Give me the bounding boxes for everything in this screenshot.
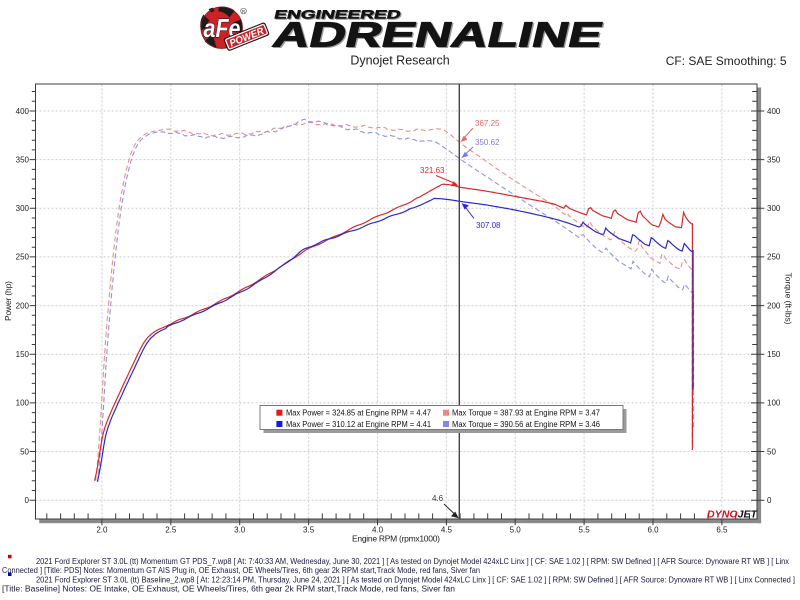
svg-text:350.62: 350.62 <box>475 138 500 147</box>
svg-text:ENGINEERED: ENGINEERED <box>274 9 404 22</box>
svg-text:50: 50 <box>20 447 29 456</box>
svg-text:4.6: 4.6 <box>432 494 444 503</box>
svg-text:2021 Ford Explorer ST 3.0L (tt: 2021 Ford Explorer ST 3.0L (tt) Momentum… <box>36 557 789 566</box>
svg-text:2021 Ford Explorer ST 3.0L (tt: 2021 Ford Explorer ST 3.0L (tt) Baseline… <box>36 576 795 585</box>
svg-text:0: 0 <box>767 496 772 505</box>
svg-text:3.0: 3.0 <box>234 526 246 535</box>
svg-text:CF: SAE Smoothing: 5: CF: SAE Smoothing: 5 <box>666 54 787 68</box>
svg-text:100: 100 <box>16 399 30 408</box>
svg-text:150: 150 <box>767 350 781 359</box>
svg-text:Max Torque = 387.93 at Engine: Max Torque = 387.93 at Engine RPM = 3.47 <box>452 409 601 418</box>
svg-text:Torque (ft-lbs): Torque (ft-lbs) <box>784 273 794 325</box>
svg-text:ADRENALINE: ADRENALINE <box>269 14 607 54</box>
svg-text:250: 250 <box>767 253 781 262</box>
svg-text:150: 150 <box>16 350 30 359</box>
svg-text:4.0: 4.0 <box>372 526 384 535</box>
svg-text:5.5: 5.5 <box>579 526 591 535</box>
svg-text:6.5: 6.5 <box>716 526 728 535</box>
svg-text:321.63: 321.63 <box>420 166 445 175</box>
svg-text:250: 250 <box>16 253 30 262</box>
svg-text:2.0: 2.0 <box>96 526 108 535</box>
svg-text:3.5: 3.5 <box>303 526 315 535</box>
svg-text:Max Torque = 390.56 at Engine: Max Torque = 390.56 at Engine RPM = 3.46 <box>452 420 601 429</box>
svg-text:200: 200 <box>767 301 781 310</box>
svg-text:350: 350 <box>767 155 781 164</box>
svg-text:367.25: 367.25 <box>475 119 500 128</box>
svg-text:4.5: 4.5 <box>441 526 453 535</box>
svg-text:400: 400 <box>16 107 30 116</box>
svg-text:300: 300 <box>767 204 781 213</box>
svg-text:Max Power = 324.85 at Engine R: Max Power = 324.85 at Engine RPM = 4.47 <box>286 409 432 418</box>
svg-text:300: 300 <box>16 204 30 213</box>
svg-text:6.0: 6.0 <box>647 526 659 535</box>
svg-text:350: 350 <box>16 155 30 164</box>
svg-text:ADRENALINE: ADRENALINE <box>271 15 609 55</box>
svg-text:Power (hp): Power (hp) <box>3 281 13 321</box>
svg-text:Connected ] [Title: PDS] Note: Connected ] [Title: PDS] Notes: Momentum… <box>2 566 480 575</box>
svg-text:200: 200 <box>16 301 30 310</box>
svg-text:Engine RPM (rpmx1000): Engine RPM (rpmx1000) <box>352 534 440 544</box>
svg-text:307.08: 307.08 <box>476 221 501 230</box>
svg-text:R: R <box>242 9 246 14</box>
svg-text:[Title: Baseline] Notes: OE I: [Title: Baseline] Notes: OE Intake, OE E… <box>2 585 455 594</box>
svg-text:Max Power = 310.12 at Engine R: Max Power = 310.12 at Engine RPM = 4.41 <box>286 420 432 429</box>
svg-text:400: 400 <box>767 107 781 116</box>
svg-text:5.0: 5.0 <box>510 526 522 535</box>
svg-text:2.5: 2.5 <box>165 526 177 535</box>
svg-text:ENGINEERED: ENGINEERED <box>273 8 403 21</box>
svg-text:50: 50 <box>767 447 776 456</box>
svg-text:Dynojet Research: Dynojet Research <box>350 54 449 68</box>
svg-text:0: 0 <box>25 496 30 505</box>
svg-text:100: 100 <box>767 399 781 408</box>
